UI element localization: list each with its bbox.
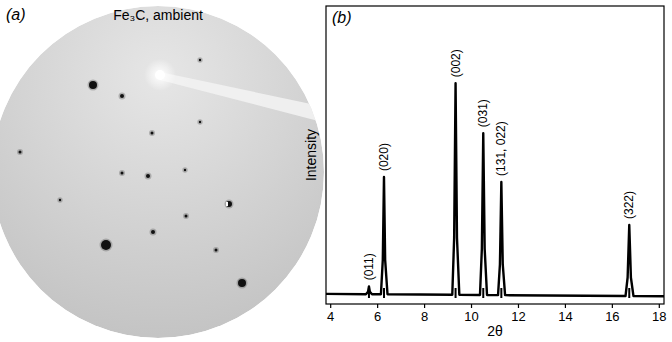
x-tick-label: 12 bbox=[511, 309, 525, 324]
x-tick bbox=[565, 304, 566, 308]
spot bbox=[199, 59, 201, 61]
spot-halo bbox=[145, 173, 152, 180]
x-tick bbox=[377, 304, 378, 308]
figure: (a) Fe₃C, ambient 4 6 8 10 12 14 16 18 (011) (020) (… bbox=[0, 0, 672, 342]
reflection-label: (322) bbox=[622, 191, 636, 219]
x-tick-label: 10 bbox=[464, 309, 478, 324]
reflection-label: (002) bbox=[449, 49, 463, 77]
spot bbox=[199, 121, 201, 123]
spot-halo bbox=[197, 119, 202, 124]
x-tick bbox=[518, 304, 519, 308]
x-tick-label: 8 bbox=[421, 309, 428, 324]
spot-highlight bbox=[226, 202, 228, 206]
detector bbox=[0, 6, 324, 338]
panel-label: (a) bbox=[6, 6, 26, 23]
spot-halo bbox=[183, 213, 189, 219]
reflection-label: (011) bbox=[362, 253, 376, 280]
spot-halo bbox=[119, 93, 126, 100]
y-axis-title: Intensity bbox=[303, 129, 319, 181]
reflection-marker bbox=[482, 288, 484, 298]
spot bbox=[120, 94, 124, 98]
x-tick bbox=[471, 304, 472, 308]
x-tick bbox=[424, 304, 425, 308]
x-tick-label: 18 bbox=[652, 309, 666, 324]
x-tick-label: 4 bbox=[327, 309, 334, 324]
spot-halo bbox=[119, 170, 125, 176]
spot bbox=[226, 201, 232, 207]
plot-frame bbox=[326, 6, 664, 304]
spot bbox=[121, 172, 124, 175]
spot-halo bbox=[149, 130, 155, 136]
beam-glow bbox=[144, 59, 176, 91]
spot bbox=[215, 249, 218, 252]
reflection-marker bbox=[500, 288, 502, 298]
spot-halo bbox=[237, 278, 248, 289]
spot-halo bbox=[88, 80, 99, 91]
spot bbox=[146, 174, 150, 178]
reflection-marker bbox=[368, 288, 370, 298]
spot bbox=[184, 169, 186, 171]
spot-halo bbox=[213, 247, 219, 253]
spot-halo bbox=[150, 229, 157, 236]
spot-halo bbox=[100, 239, 113, 252]
spot bbox=[151, 230, 155, 234]
x-tick-label: 6 bbox=[374, 309, 381, 324]
spot-halo bbox=[17, 149, 23, 155]
spot-halo bbox=[57, 197, 62, 202]
x-tick bbox=[659, 304, 660, 308]
spot bbox=[238, 279, 246, 287]
reflection-marker bbox=[383, 288, 385, 298]
spot-halo bbox=[182, 167, 187, 172]
reflection-label: (131, 022) bbox=[494, 121, 508, 176]
detector-image bbox=[0, 6, 330, 338]
beam-stop bbox=[160, 72, 330, 124]
x-tick-label: 14 bbox=[558, 309, 572, 324]
reflection-marker bbox=[455, 288, 457, 298]
spot-halo bbox=[225, 200, 234, 209]
spot bbox=[59, 199, 61, 201]
panel-label: (b) bbox=[332, 9, 352, 26]
spot bbox=[89, 81, 97, 89]
spot-halo bbox=[197, 57, 202, 62]
plot-area bbox=[326, 83, 664, 298]
x-tick-label: 16 bbox=[605, 309, 619, 324]
spot bbox=[151, 132, 154, 135]
spot bbox=[101, 240, 111, 250]
x-tick bbox=[330, 304, 331, 308]
beam-center bbox=[155, 70, 165, 80]
spot bbox=[19, 151, 22, 154]
pattern-line bbox=[326, 83, 664, 296]
spot bbox=[185, 215, 188, 218]
reflection-label: (031) bbox=[476, 99, 490, 127]
panel-title: Fe₃C, ambient bbox=[113, 7, 203, 23]
x-tick bbox=[612, 304, 613, 308]
reflection-label: (020) bbox=[377, 143, 391, 171]
reflection-marker bbox=[628, 288, 630, 298]
x-axis-title: 2θ bbox=[487, 323, 503, 339]
